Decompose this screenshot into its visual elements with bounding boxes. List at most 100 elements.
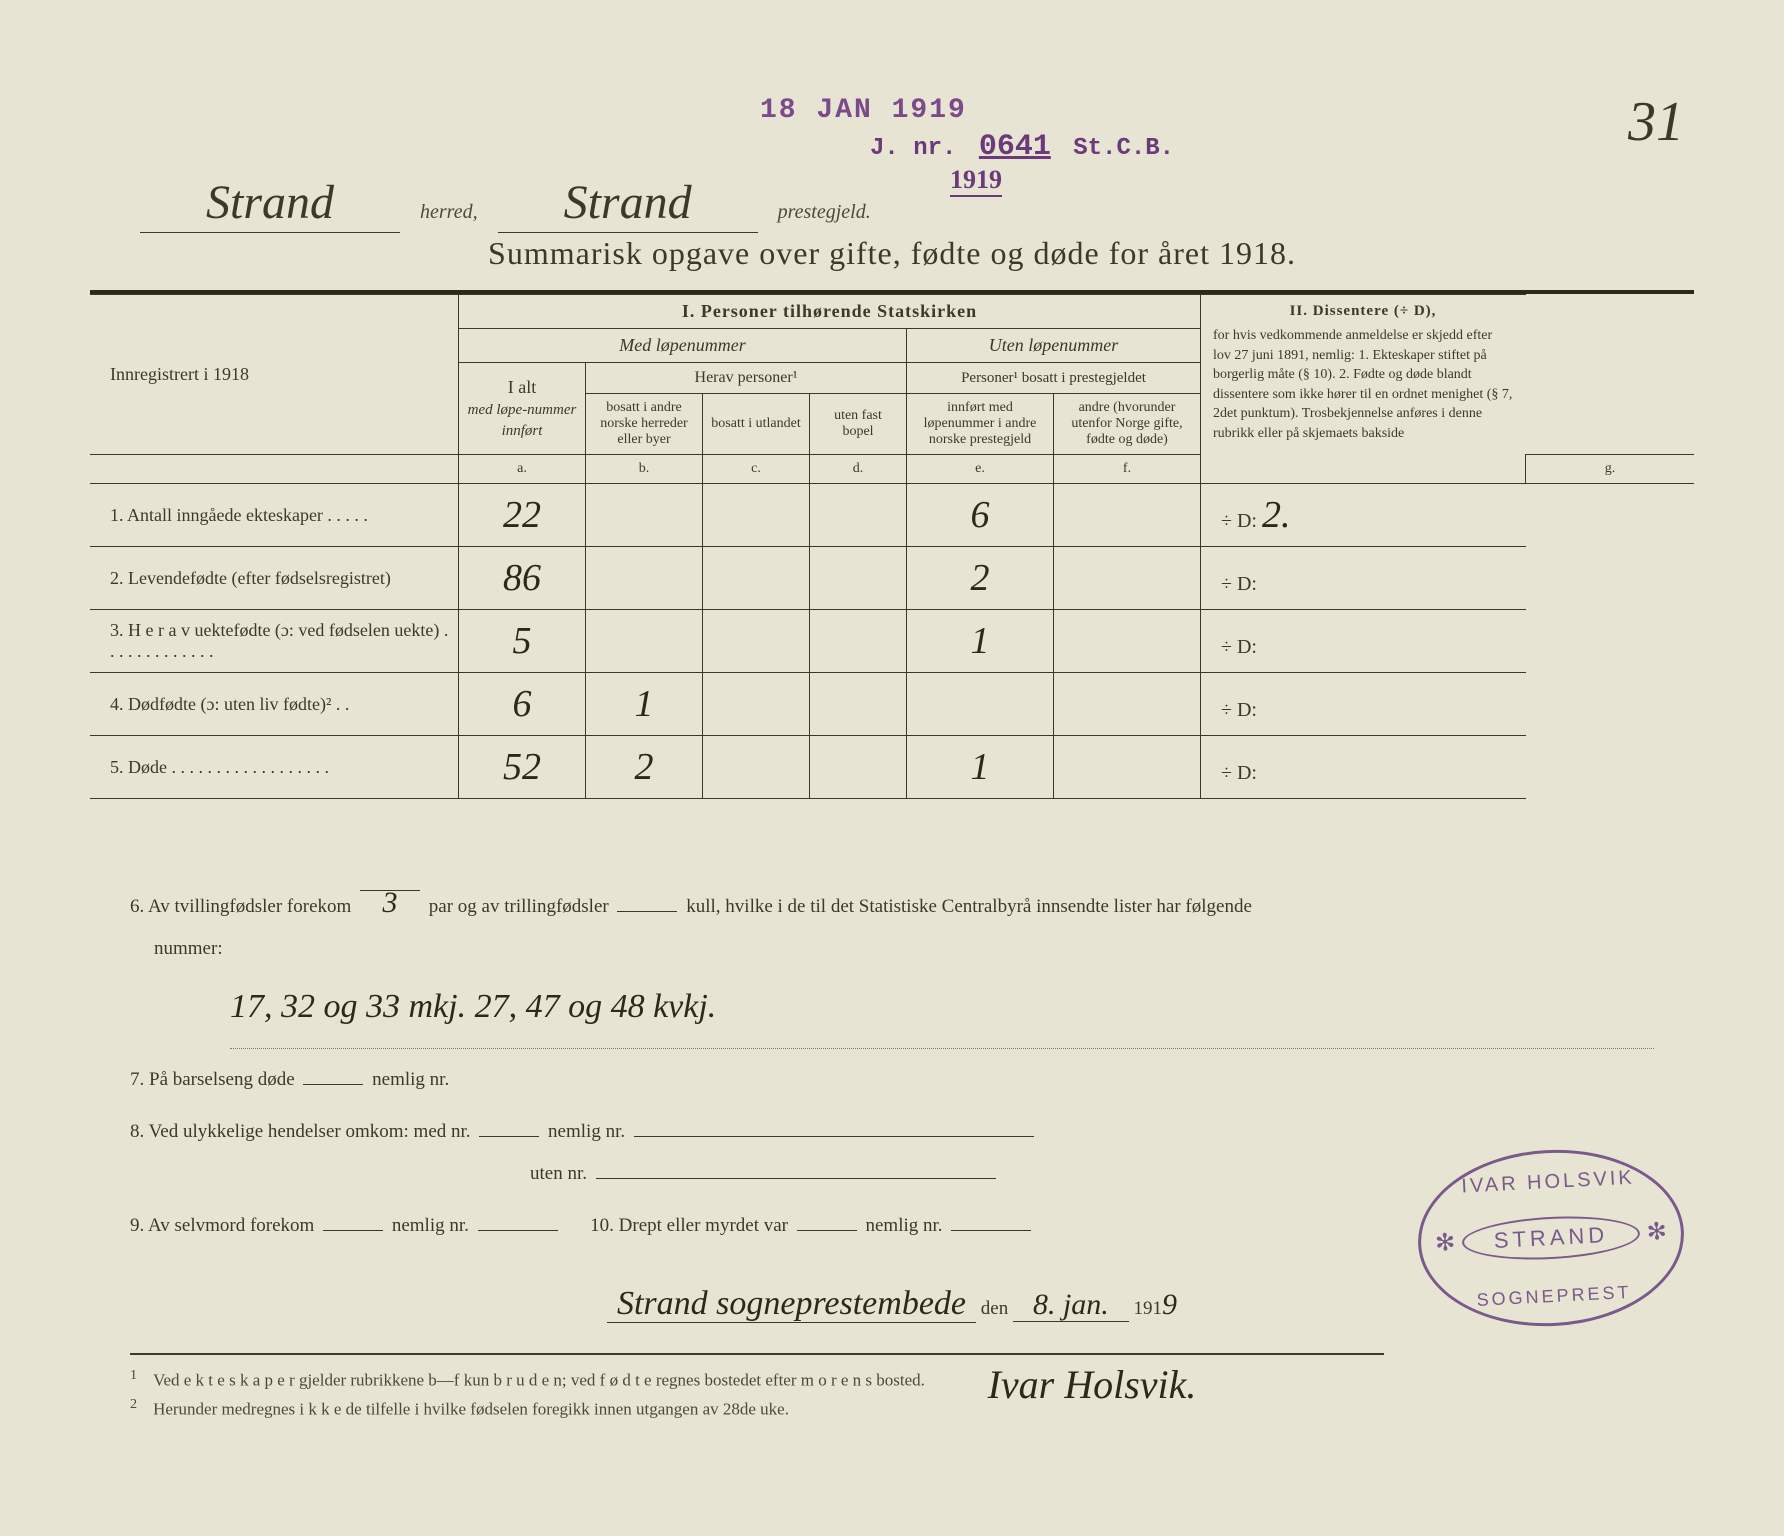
stamp-bot: SOGNEPREST [1476, 1282, 1632, 1311]
year-handwritten: 9 [1162, 1288, 1177, 1321]
twin-count: 3 [360, 870, 420, 891]
cell-e: 1 [907, 736, 1054, 799]
table-row: 3. H e r a v uektefødte (ɔ: ved fødselen… [90, 610, 1694, 673]
herred-label: herred, [420, 201, 478, 224]
jnr-prefix: J. nr. [870, 135, 956, 162]
page-number: 31 [1628, 90, 1684, 154]
table-row: 1. Antall inngåede ekteskaper . . . . . … [90, 484, 1694, 547]
line-7: 7. På barselseng døde nemlig nr. [130, 1059, 1654, 1101]
row-label: 5. Døde . . . . . . . . . . . . . . . . … [90, 736, 459, 799]
line-8: 8. Ved ulykkelige hendelser omkom: med n… [130, 1111, 1654, 1195]
table-row: 4. Dødfødte (ɔ: uten liv fødte)² . . 6 1… [90, 673, 1694, 736]
letter-d: d. [810, 455, 907, 484]
prestegjeld-value: Strand [498, 175, 758, 233]
cell-b [586, 610, 703, 673]
jnr-number: 0641 [979, 130, 1051, 164]
letter-e: e. [907, 455, 1054, 484]
dissenter-text: for hvis vedkommende anmeldelse er skjed… [1213, 326, 1513, 444]
below-table-section: 6. Av tvillingfødsler forekom 3 par og a… [130, 870, 1654, 1429]
fn1-text: Ved e k t e s k a p e r gjelder rubrikke… [153, 1370, 925, 1389]
cell-a: 52 [459, 736, 586, 799]
cell-f [1054, 484, 1201, 547]
col-innregistrert: Innregistrert i 1918 [90, 295, 459, 455]
col-d-header: uten fast bopel [810, 394, 907, 455]
col-b-header: bosatt i andre norske herreder eller bye… [586, 394, 703, 455]
line6-text-d: nummer: [154, 938, 223, 959]
cell-a: 6 [459, 673, 586, 736]
med-lopenummer: Med løpenummer [459, 329, 907, 363]
document-page: 18 JAN 1919 J. nr. 0641 St.C.B. 1919 31 … [0, 0, 1784, 1536]
stamp-mid: STRAND [1461, 1212, 1641, 1263]
cell-e: 2 [907, 547, 1054, 610]
cell-c [703, 673, 810, 736]
stamp-date: 18 JAN 1919 [760, 95, 967, 126]
col-a-top: I alt [508, 377, 537, 397]
nemlig-9: nemlig nr. [392, 1215, 469, 1236]
cell-b [586, 547, 703, 610]
document-title: Summarisk opgave over gifte, fødte og dø… [0, 235, 1784, 272]
stamp-star-right: ✻ [1646, 1217, 1668, 1247]
table-row: 2. Levendefødte (efter fødselsregistret)… [90, 547, 1694, 610]
col-e-header: innført med løpenummer i andre norske pr… [907, 394, 1054, 455]
col-f-header: andre (hvorunder utenfor Norge gifte, fø… [1054, 394, 1201, 455]
cell-d [810, 673, 907, 736]
row-label: 3. H e r a v uektefødte (ɔ: ved fødselen… [90, 610, 459, 673]
cell-b: 1 [586, 673, 703, 736]
letter-a: a. [459, 455, 586, 484]
main-table: Innregistrert i 1918 I. Personer tilhøre… [90, 290, 1694, 799]
cell-b [586, 484, 703, 547]
year-prefix: 191 [1134, 1298, 1163, 1319]
line7-text: 7. På barselseng døde [130, 1069, 295, 1090]
cell-e: 6 [907, 484, 1054, 547]
cell-d [810, 736, 907, 799]
row-label: 2. Levendefødte (efter fødselsregistret) [90, 547, 459, 610]
cell-a: 5 [459, 610, 586, 673]
cell-f [1054, 547, 1201, 610]
cell-g: ÷ D: [1201, 610, 1526, 673]
den-label: den [981, 1298, 1008, 1319]
section2-header: II. Dissentere (÷ D), for hvis vedkommen… [1201, 295, 1526, 484]
cell-d [810, 547, 907, 610]
cell-a: 86 [459, 547, 586, 610]
line9-text: 9. Av selvmord forekom [130, 1215, 314, 1236]
personer-bosatt: Personer¹ bosatt i prestegjeldet [907, 363, 1201, 394]
section1-header: I. Personer tilhørende Statskirken [459, 295, 1201, 329]
cell-g: ÷ D: 2. [1201, 484, 1526, 547]
line8-text-a: 8. Ved ulykkelige hendelser omkom: med n… [130, 1121, 471, 1142]
footnotes: 1Ved e k t e s k a p e r gjelder rubrikk… [130, 1353, 1384, 1426]
date-handwritten: 8. jan. [1013, 1288, 1129, 1322]
cell-f [1054, 736, 1201, 799]
col-a-mid: med løpe-nummer innført [468, 402, 577, 439]
line6-text-b: par og av trillingfødsler [429, 896, 609, 917]
letter-c: c. [703, 455, 810, 484]
cell-f [1054, 610, 1201, 673]
col-c-header: bosatt i utlandet [703, 394, 810, 455]
nemlig-7: nemlig nr. [372, 1069, 449, 1090]
cell-d [810, 484, 907, 547]
place-handwritten: Strand sogneprestembede [607, 1285, 976, 1323]
line-6: 6. Av tvillingfødsler forekom 3 par og a… [130, 870, 1654, 1049]
uten-lopenummer: Uten løpenummer [907, 329, 1201, 363]
jnr-suffix: St.C.B. [1073, 135, 1174, 162]
header-line: Strand herred, Strand prestegjeld. [140, 175, 1304, 233]
row-label: 1. Antall inngåede ekteskaper . . . . . [90, 484, 459, 547]
stamp-journal-number: J. nr. 0641 St.C.B. [870, 130, 1174, 164]
letter-f: f. [1054, 455, 1201, 484]
cell-c [703, 484, 810, 547]
cell-g: ÷ D: [1201, 547, 1526, 610]
herred-value: Strand [140, 175, 400, 233]
cell-c [703, 610, 810, 673]
cell-c [703, 547, 810, 610]
stamp-top: IVAR HOLSVIK [1461, 1167, 1635, 1199]
row-label: 4. Dødfødte (ɔ: uten liv fødte)² . . [90, 673, 459, 736]
twin-numbers: 17, 32 og 33 mkj. 27, 47 og 48 kvkj. [230, 970, 1654, 1050]
col-a-header: I alt med løpe-nummer innført [459, 363, 586, 455]
section2-title: II. Dissentere (÷ D), [1213, 303, 1513, 320]
table-row: 5. Døde . . . . . . . . . . . . . . . . … [90, 736, 1694, 799]
cell-f [1054, 673, 1201, 736]
nemlig-10: nemlig nr. [866, 1215, 943, 1236]
cell-a: 22 [459, 484, 586, 547]
cell-d [810, 610, 907, 673]
line8-text-b: uten nr. [530, 1163, 587, 1184]
cell-g: ÷ D: [1201, 736, 1526, 799]
